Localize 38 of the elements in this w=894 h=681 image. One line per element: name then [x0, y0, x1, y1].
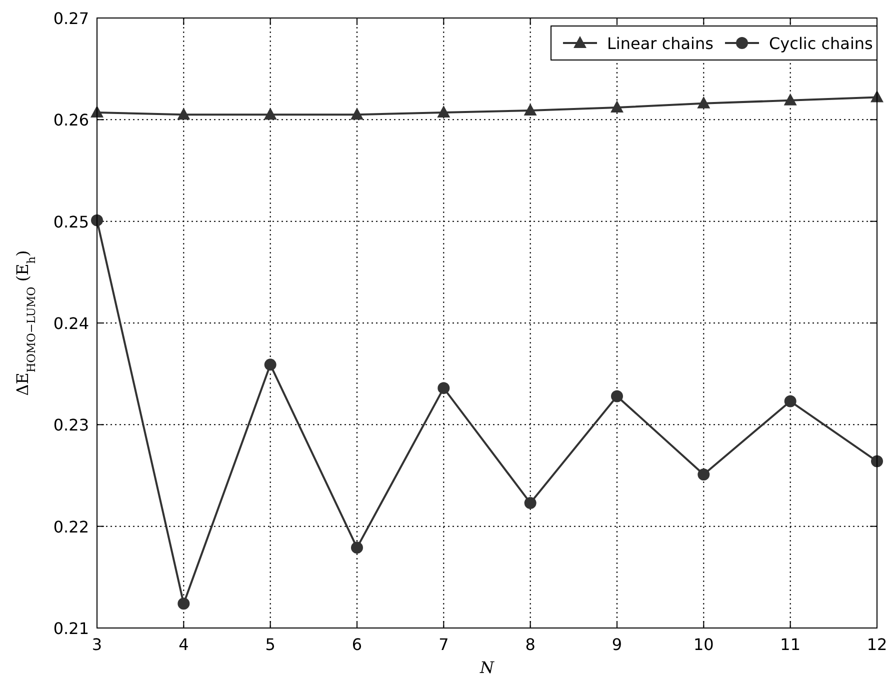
x-tick-label: 3 — [92, 635, 102, 654]
point — [524, 104, 537, 116]
point — [438, 382, 450, 394]
x-tick-label: 8 — [525, 635, 536, 654]
point — [524, 496, 536, 509]
point — [177, 108, 190, 120]
point — [351, 542, 363, 554]
x-tick-label: 10 — [693, 635, 714, 654]
point — [264, 358, 276, 371]
x-tick-label: 6 — [352, 635, 362, 654]
x-tick-label: 7 — [438, 635, 449, 654]
x-tick-label: 12 — [866, 635, 888, 654]
point — [611, 390, 623, 402]
point — [871, 455, 883, 468]
point — [91, 214, 103, 226]
x-tick-label: 9 — [612, 635, 622, 654]
point — [698, 468, 710, 480]
y-tick-label: 0.22 — [53, 517, 89, 536]
x-axis-title: N — [479, 658, 495, 677]
x-tick-label: 11 — [780, 635, 801, 654]
y-tick-label: 0.27 — [53, 9, 89, 28]
y-tick-label: 0.21 — [53, 619, 89, 638]
point — [784, 93, 797, 106]
x-tick-label: 4 — [178, 635, 189, 654]
y-tick-label: 0.24 — [53, 314, 89, 333]
y-tick-label: 0.26 — [53, 110, 89, 130]
legend-label: Linear chains — [607, 34, 714, 53]
y-tick-label: 0.25 — [53, 212, 89, 232]
point — [697, 96, 710, 108]
point — [350, 108, 364, 120]
x-tick-label: 5 — [265, 635, 276, 654]
y-tick-label: 0.23 — [53, 416, 89, 435]
legend-label: Cyclic chains — [769, 34, 873, 53]
point — [178, 598, 190, 610]
point — [784, 395, 796, 408]
point — [264, 108, 277, 120]
point — [437, 106, 450, 118]
point — [610, 100, 624, 112]
